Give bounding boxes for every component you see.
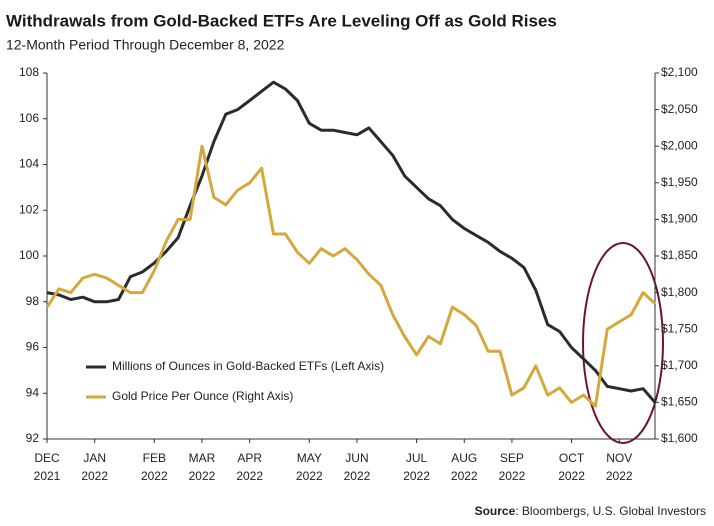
x-tick-label: 2022 — [403, 469, 430, 483]
y-tick-label: 104 — [19, 157, 39, 171]
x-tick-label: 2022 — [141, 469, 168, 483]
y2-tick-label: $2,100 — [661, 65, 698, 79]
x-tick-label: JUN — [345, 451, 368, 465]
x-tick-label: APR — [237, 451, 262, 465]
x-tick-label: AUG — [451, 451, 477, 465]
y2-tick-label: $1,600 — [661, 431, 698, 445]
x-tick-label: MAR — [189, 451, 216, 465]
source: Source: Bloombergs, U.S. Global Investor… — [475, 504, 706, 518]
x-tick-label: 2022 — [236, 469, 263, 483]
y2-tick-label: $1,700 — [661, 358, 698, 372]
x-tick-label: 2022 — [296, 469, 323, 483]
y-tick-label: 94 — [26, 385, 40, 399]
x-tick-label: 2022 — [81, 469, 108, 483]
y2-tick-label: $1,750 — [661, 321, 698, 335]
source-text: : Bloombergs, U.S. Global Investors — [515, 504, 706, 518]
chart-title: Withdrawals from Gold-Backed ETFs Are Le… — [6, 11, 557, 30]
y2-tick-label: $1,950 — [661, 175, 698, 189]
x-tick-label: SEP — [500, 451, 524, 465]
y-tick-label: 92 — [26, 431, 40, 445]
y-tick-label: 98 — [26, 294, 40, 308]
y2-tick-label: $1,650 — [661, 395, 698, 409]
x-tick-label: JAN — [83, 451, 106, 465]
y2-tick-label: $1,900 — [661, 212, 698, 226]
x-tick-label: 2022 — [606, 469, 633, 483]
x-tick-label: MAY — [297, 451, 322, 465]
x-tick-label: 2022 — [344, 469, 371, 483]
y2-tick-label: $1,800 — [661, 285, 698, 299]
source-label: Source — [475, 504, 516, 518]
x-tick-label: 2021 — [34, 469, 61, 483]
x-tick-label: OCT — [559, 451, 585, 465]
y-tick-label: 102 — [19, 202, 39, 216]
y2-tick-label: $1,850 — [661, 248, 698, 262]
x-tick-label: 2022 — [451, 469, 478, 483]
x-tick-label: 2022 — [499, 469, 526, 483]
legend-label: Gold Price Per Ounce (Right Axis) — [112, 389, 293, 403]
x-tick-label: 2022 — [558, 469, 585, 483]
series-line — [45, 144, 657, 408]
x-tick-label: DEC — [34, 451, 60, 465]
y-tick-label: 106 — [19, 111, 39, 125]
highlight-ellipse — [582, 242, 664, 444]
chart-subtitle: 12-Month Period Through December 8, 2022 — [6, 37, 285, 53]
y2-tick-label: $2,000 — [661, 138, 698, 152]
legend-label: Millions of Ounces in Gold-Backed ETFs (… — [112, 359, 384, 373]
series-line — [46, 80, 657, 404]
y-tick-label: 96 — [26, 340, 40, 354]
x-tick-label: FEB — [143, 451, 166, 465]
y-tick-label: 108 — [19, 65, 39, 79]
x-tick-label: NOV — [606, 451, 632, 465]
y-tick-label: 100 — [19, 248, 39, 262]
x-tick-label: 2022 — [189, 469, 216, 483]
x-tick-label: JUL — [406, 451, 428, 465]
y2-tick-label: $2,050 — [661, 102, 698, 116]
